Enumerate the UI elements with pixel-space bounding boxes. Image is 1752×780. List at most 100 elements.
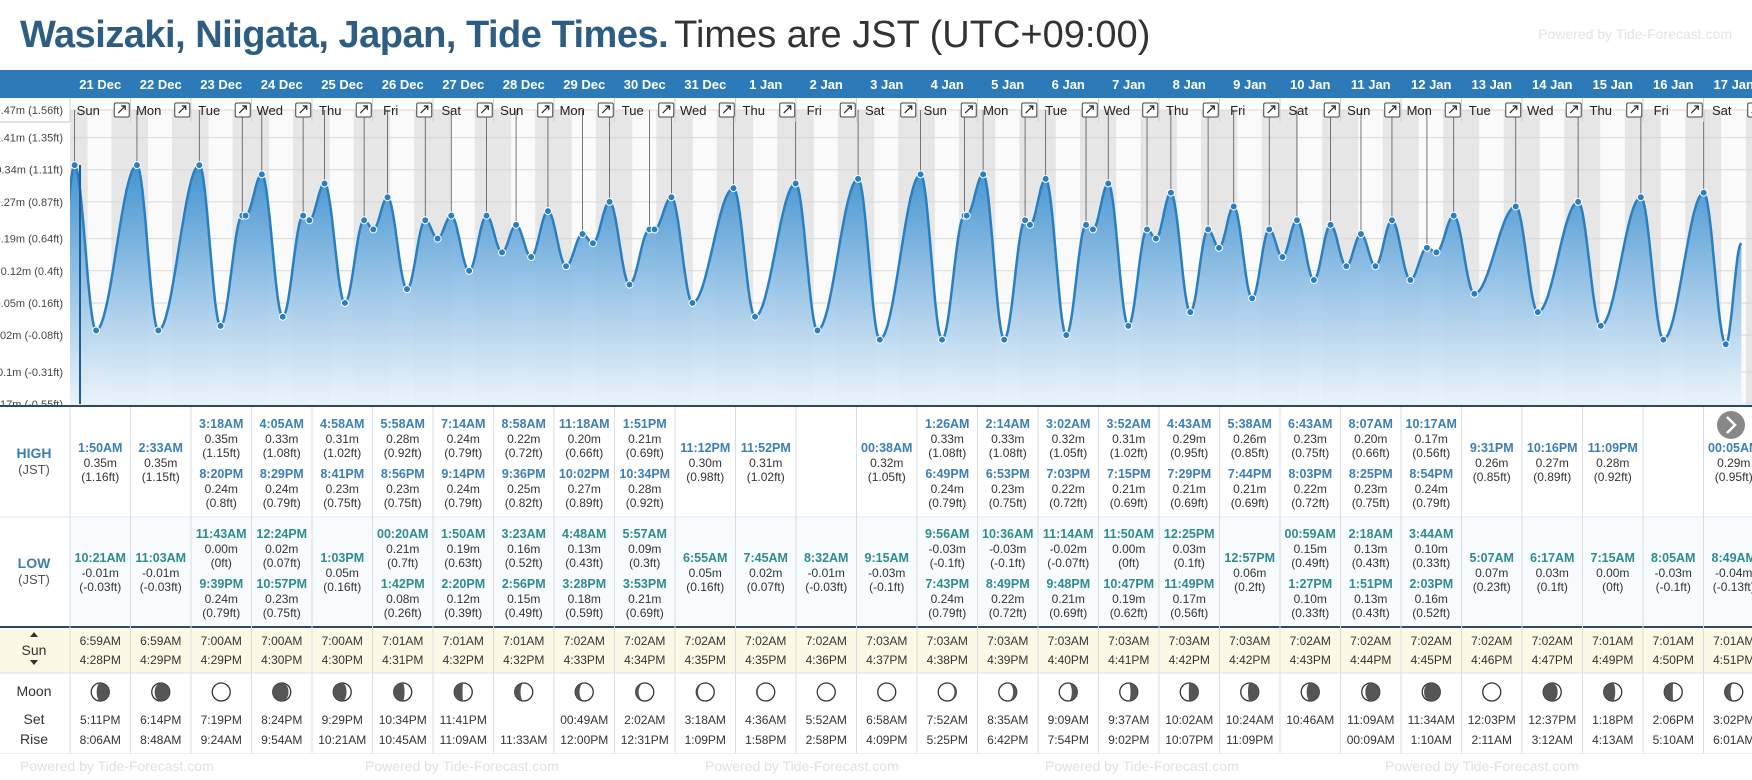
expand-icon[interactable] (1327, 105, 1336, 114)
low-tide-feet: (-0.03ft) (79, 580, 121, 594)
high-tide-time: 11:52PM (741, 441, 791, 455)
low-tide-1-feet: (0ft) (211, 556, 232, 570)
high-tide-time: 11:12PM (680, 441, 730, 455)
high-tide-point (383, 193, 392, 202)
next-button-circle[interactable] (1717, 411, 1745, 439)
date-header-cell: 29 Dec (563, 77, 605, 92)
expand-icon[interactable] (178, 105, 187, 114)
low-tide-meters: -0.03m (1655, 566, 1692, 580)
low-tide-time: 8:49AM (1712, 551, 1752, 565)
high-tide-2-time: 8:25PM (1349, 467, 1393, 481)
high-tide-time: 9:31PM (1470, 441, 1514, 455)
weekday-label: Fri (1654, 103, 1669, 118)
chevron-right-icon[interactable] (1726, 416, 1737, 434)
expand-day-button[interactable] (1747, 102, 1752, 118)
high-tide-2-time: 7:03PM (1046, 467, 1090, 481)
low-tide-time: 1:03PM (320, 551, 364, 565)
moonrise-time: 1:58PM (745, 733, 786, 747)
moon-shadow (947, 683, 957, 701)
moonset-time: 3:18AM (685, 713, 726, 727)
high-tide-1-feet: (0.66ft) (1352, 446, 1390, 460)
expand-icon[interactable] (117, 105, 126, 114)
expand-icon[interactable] (1085, 105, 1094, 114)
expand-icon[interactable] (238, 105, 247, 114)
expand-icon[interactable] (299, 105, 308, 114)
date-header-cell: 23 Dec (200, 77, 242, 92)
low-tide-point (625, 280, 634, 289)
expand-icon[interactable] (722, 105, 731, 114)
expand-icon[interactable] (480, 105, 489, 114)
sunrise-time: 7:02AM (685, 634, 726, 648)
date-header-cell: 21 Dec (79, 77, 121, 92)
sunset-time: 4:46PM (1471, 653, 1512, 667)
high-tide-2-meters: 0.27m (568, 482, 601, 496)
high-tide-point (1082, 220, 1091, 229)
moon-shadow (1603, 683, 1616, 701)
expand-icon[interactable] (964, 105, 973, 114)
high-tide-2-meters: 0.24m (1415, 482, 1448, 496)
high-tide-meters: 0.35m (144, 456, 177, 470)
powered-by-link[interactable]: Powered by Tide-Forecast.com (1538, 26, 1732, 42)
expand-icon[interactable] (541, 105, 550, 114)
sunrise-time: 6:59AM (80, 634, 121, 648)
moonset-time: 8:35AM (987, 713, 1028, 727)
high-tide-2-time: 8:56PM (381, 467, 425, 481)
high-tide-2-time: 6:49PM (925, 467, 969, 481)
expand-icon[interactable] (1569, 105, 1578, 114)
expand-icon[interactable] (359, 105, 368, 114)
expand-icon[interactable] (783, 105, 792, 114)
high-tide-1-meters: 0.33m (265, 432, 298, 446)
low-tide-1-time: 9:56AM (925, 527, 969, 541)
moon-shadow (272, 683, 289, 701)
date-header-cell: 26 Dec (382, 77, 424, 92)
weekday-label: Sat (441, 103, 461, 118)
weekday-label: Sat (1712, 103, 1732, 118)
expand-icon[interactable] (1388, 105, 1397, 114)
expand-icon[interactable] (1630, 105, 1639, 114)
moonset-time: 11:09AM (1347, 713, 1394, 727)
high-tide-point (1326, 220, 1335, 229)
moon-shadow (575, 683, 585, 701)
expand-icon[interactable] (420, 105, 429, 114)
expand-icon[interactable] (904, 105, 913, 114)
low-tide-1-feet: (0ft) (1118, 556, 1139, 570)
date-header-cell: 25 Dec (321, 77, 363, 92)
expand-icon[interactable] (843, 105, 852, 114)
moonset-time: 12:03PM (1468, 713, 1516, 727)
high-tide-2-feet: (0.69ft) (1110, 496, 1148, 510)
low-tide-1-feet: (0.43ft) (1352, 556, 1390, 570)
high-tide-2-time: 8:29PM (260, 467, 304, 481)
low-tide-1-meters: 0.21m (386, 542, 419, 556)
low-tide-feet: (0.16ft) (323, 580, 361, 594)
next-period-button[interactable] (1717, 411, 1745, 439)
moon-shadow (1664, 683, 1674, 701)
high-tide-1-meters: 0.28m (386, 432, 419, 446)
expand-icon[interactable] (1206, 105, 1215, 114)
moon-shadow (1128, 683, 1138, 701)
low-tide-1-meters: -0.03m (929, 542, 966, 556)
low-tide-1-meters: 0.16m (507, 542, 540, 556)
moonrise-time: 1:10AM (1411, 733, 1452, 747)
expand-icon[interactable] (601, 105, 610, 114)
low-tide-1-feet: (0.52ft) (505, 556, 543, 570)
expand-icon[interactable] (1690, 105, 1699, 114)
expand-icon[interactable] (662, 105, 671, 114)
weekday-label: Tue (1045, 103, 1067, 118)
moon-phase-icon (816, 682, 836, 702)
moon-phase-icon (695, 682, 715, 702)
sunset-time: 4:29PM (140, 653, 181, 667)
low-tide-feet: (0.2ft) (1234, 580, 1265, 594)
high-tide-1-feet: (1.08ft) (989, 446, 1027, 460)
expand-icon[interactable] (1025, 105, 1034, 114)
moonrise-time: 5:10AM (1653, 733, 1694, 747)
expand-icon[interactable] (1267, 105, 1276, 114)
expand-icon[interactable] (1509, 105, 1518, 114)
weekday-label: Wed (257, 103, 284, 118)
low-tide-2-feet: (0.72ft) (989, 606, 1027, 620)
expand-icon[interactable] (1448, 105, 1457, 114)
expand-icon[interactable] (1146, 105, 1155, 114)
moon-phase-icon (756, 682, 776, 702)
high-tide-point (1292, 216, 1301, 225)
moon-shadow (696, 683, 706, 701)
tide-line (70, 163, 1743, 347)
